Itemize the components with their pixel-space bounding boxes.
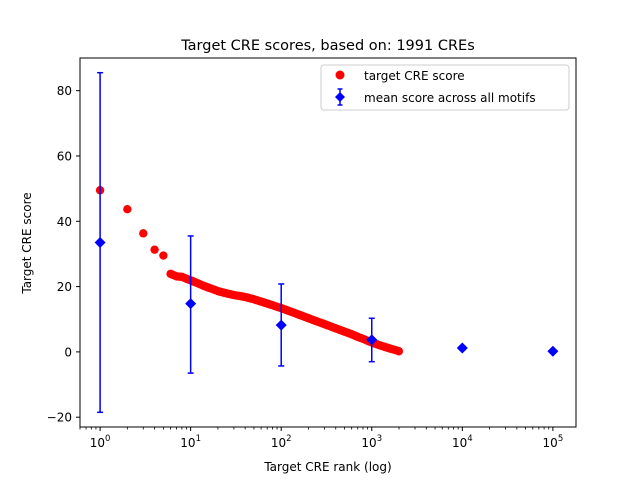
data-marks bbox=[94, 71, 559, 414]
legend-label-target-cre: target CRE score bbox=[364, 69, 465, 83]
plot-background bbox=[80, 58, 576, 427]
y-tick-label: 0 bbox=[64, 345, 72, 359]
point-target-cre-score bbox=[123, 204, 132, 214]
y-tick-label: 80 bbox=[57, 84, 72, 98]
legend-item-target-cre: target CRE score bbox=[335, 69, 465, 83]
x-tick-label: 103 bbox=[361, 434, 382, 450]
plot-frame bbox=[79, 57, 577, 428]
chart-title: Target CRE scores, based on: 1991 CREs bbox=[180, 38, 475, 54]
x-tick-label: 105 bbox=[543, 434, 564, 450]
legend-label-mean-score: mean score across all motifs bbox=[364, 91, 536, 105]
legend-box bbox=[320, 64, 570, 111]
y-axis-label: Target CRE score bbox=[20, 192, 34, 294]
legend-marker-diamond bbox=[335, 92, 345, 102]
series-target-cre-score bbox=[95, 186, 404, 356]
point-mean-score bbox=[366, 334, 378, 346]
legend: target CRE score mean score across all m… bbox=[320, 64, 570, 111]
point-mean-score bbox=[275, 319, 287, 331]
point-mean-score bbox=[547, 345, 559, 357]
point-target-cre-score bbox=[159, 251, 168, 260]
point-mean-score bbox=[185, 298, 197, 310]
series-mean-score bbox=[94, 71, 559, 414]
y-tick-label: −20 bbox=[47, 411, 72, 425]
x-tick-label: 102 bbox=[271, 434, 292, 450]
point-target-cre-score bbox=[394, 347, 404, 356]
x-axis: 100 101 102 103 104 105 bbox=[79, 427, 564, 450]
point-target-cre-score bbox=[139, 229, 148, 238]
y-tick-label: 20 bbox=[57, 280, 72, 294]
x-tick-label: 104 bbox=[452, 434, 473, 450]
point-mean-score bbox=[456, 342, 468, 354]
x-axis-label: Target CRE rank (log) bbox=[263, 460, 391, 474]
point-mean-score bbox=[94, 237, 106, 248]
y-tick-label: 40 bbox=[57, 215, 72, 229]
plot-area bbox=[79, 57, 577, 428]
x-tick-label: 100 bbox=[90, 434, 111, 450]
x-tick-label: 101 bbox=[180, 434, 201, 450]
y-axis: −20 0 20 40 60 80 bbox=[47, 84, 80, 425]
y-tick-label: 60 bbox=[57, 149, 72, 163]
point-target-cre-score bbox=[150, 245, 159, 254]
legend-item-mean-score: mean score across all motifs bbox=[335, 88, 536, 106]
legend-marker-circle bbox=[335, 70, 345, 80]
